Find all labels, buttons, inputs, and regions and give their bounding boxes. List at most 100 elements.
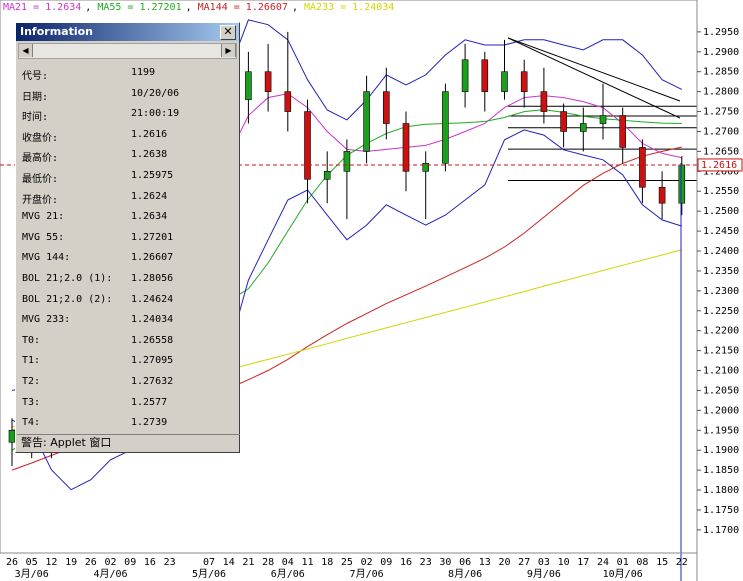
x-tick-label: 02 (361, 557, 373, 568)
scrollbar[interactable]: ◀ ▶ (18, 43, 237, 59)
y-tick-label: 1.2450 (703, 226, 739, 237)
y-tick-label: 1.2900 (703, 47, 739, 58)
month-label: 10月/06 (603, 568, 643, 580)
x-tick-label: 22 (676, 557, 688, 568)
candle-body (422, 163, 430, 172)
month-label: 3月/06 (15, 568, 49, 580)
y-tick-label: 1.2750 (703, 107, 739, 118)
x-tick-label: 23 (420, 557, 432, 568)
info-value: 1.27201 (131, 231, 174, 243)
info-value: 1.2739 (131, 417, 168, 429)
y-tick-label: 1.2250 (703, 306, 739, 317)
candle-body (560, 111, 567, 132)
candle-body (382, 91, 390, 124)
y-tick-label: 1.1900 (703, 445, 739, 456)
scroll-right[interactable]: ▶ (221, 44, 236, 57)
x-tick-label: 27 (518, 557, 530, 568)
x-tick-label: 14 (223, 557, 235, 568)
legend-separator: , (292, 2, 298, 13)
info-value: 1.27095 (131, 355, 174, 367)
x-tick-label: 30 (439, 557, 451, 568)
x-tick-label: 11 (301, 557, 313, 568)
info-value: 1.24034 (131, 314, 174, 326)
indicator-line (11, 129, 682, 491)
y-tick-label: 1.1850 (703, 465, 739, 476)
y-tick-label: 1.2300 (703, 286, 739, 297)
candle-body (304, 111, 311, 180)
x-tick-label: 01 (617, 557, 629, 568)
x-tick-label: 02 (104, 557, 116, 568)
x-tick-label: 10 (558, 557, 570, 568)
candle-body (520, 71, 528, 92)
info-window[interactable]: Information ✕ ◀ ▶ 代号: 1199 日期: 10/20/06 时间: 21:… (15, 22, 240, 453)
info-value: 1.2577 (131, 396, 168, 408)
scroll-left[interactable]: ◀ (19, 44, 33, 57)
x-tick-label: 15 (656, 557, 668, 568)
x-tick-label: 28 (262, 557, 274, 568)
legend-separator: , (186, 2, 192, 13)
x-tick-label: 03 (538, 557, 550, 568)
x-tick-label: 26 (85, 557, 97, 568)
info-value: 1.2624 (131, 190, 168, 202)
y-tick-label: 1.1950 (703, 425, 739, 436)
candle-body (402, 123, 410, 172)
info-label: MVG 144: (22, 252, 71, 264)
candle-body (343, 151, 351, 172)
x-tick-label: 18 (321, 557, 333, 568)
legend-entry: MA55 = 1.27201 (97, 2, 181, 13)
candle-body (678, 164, 686, 204)
info-value: 1.26607 (131, 252, 174, 264)
info-label: 时间: (22, 112, 49, 124)
info-label: T0: (22, 334, 41, 346)
info-label: 收盘价: (22, 132, 59, 144)
candle-body (245, 71, 252, 100)
x-tick-label: 24 (597, 557, 609, 568)
legend-entry: MA144 = 1.26607 (198, 2, 288, 13)
x-tick-label: 26 (6, 557, 18, 568)
x-tick-label: 08 (636, 557, 648, 568)
info-label: T2: (22, 376, 41, 387)
y-tick-label: 1.2550 (703, 186, 739, 197)
candle-body (442, 91, 449, 164)
candle-body (599, 115, 607, 124)
candle-body (658, 186, 666, 204)
candle-body (363, 91, 370, 152)
y-tick-label: 1.1700 (703, 525, 739, 536)
candle-body (619, 115, 627, 148)
close-button[interactable]: ✕ (220, 25, 236, 40)
y-tick-label: 1.2100 (703, 366, 739, 377)
status-text: 警告: Applet 窗口 (21, 436, 112, 449)
legend-entry: MA21 = 1.2634 (3, 2, 81, 13)
x-tick-label: 04 (282, 557, 294, 568)
y-tick-label: 1.2200 (703, 326, 739, 337)
info-label: T4: (22, 417, 41, 429)
info-label: 开盘价: (22, 194, 59, 206)
info-label: T1: (22, 355, 41, 367)
trend-line (507, 37, 681, 102)
y-tick-label: 1.2150 (703, 346, 739, 357)
y-tick-label: 1.2650 (703, 146, 739, 157)
window-title: Information ✕ (16, 23, 239, 41)
info-label: BOL 21;2.0 (2): (22, 293, 113, 305)
info-value: 1.27632 (131, 376, 174, 387)
candle-body (284, 91, 292, 112)
x-tick-label: 16 (400, 557, 412, 568)
y-tick-label: 1.2000 (703, 405, 739, 416)
y-tick-label: 1.2950 (703, 27, 739, 38)
info-value: 1.2616 (131, 128, 168, 140)
info-value: 1199 (131, 67, 156, 78)
info-value: 1.24624 (131, 293, 174, 305)
info-value: 1.2638 (131, 149, 168, 161)
x-tick-label: 16 (144, 557, 156, 568)
candle-body (540, 91, 548, 112)
x-tick-label: 25 (341, 557, 353, 568)
info-value: 1.26558 (131, 334, 174, 346)
y-tick-label: 1.1750 (703, 505, 739, 516)
x-tick-label: 13 (479, 557, 491, 568)
candle-body (481, 59, 489, 92)
info-value: 1.2634 (131, 211, 168, 223)
month-label: 9月/06 (527, 568, 561, 580)
y-tick-label: 1.2600 (703, 166, 739, 177)
